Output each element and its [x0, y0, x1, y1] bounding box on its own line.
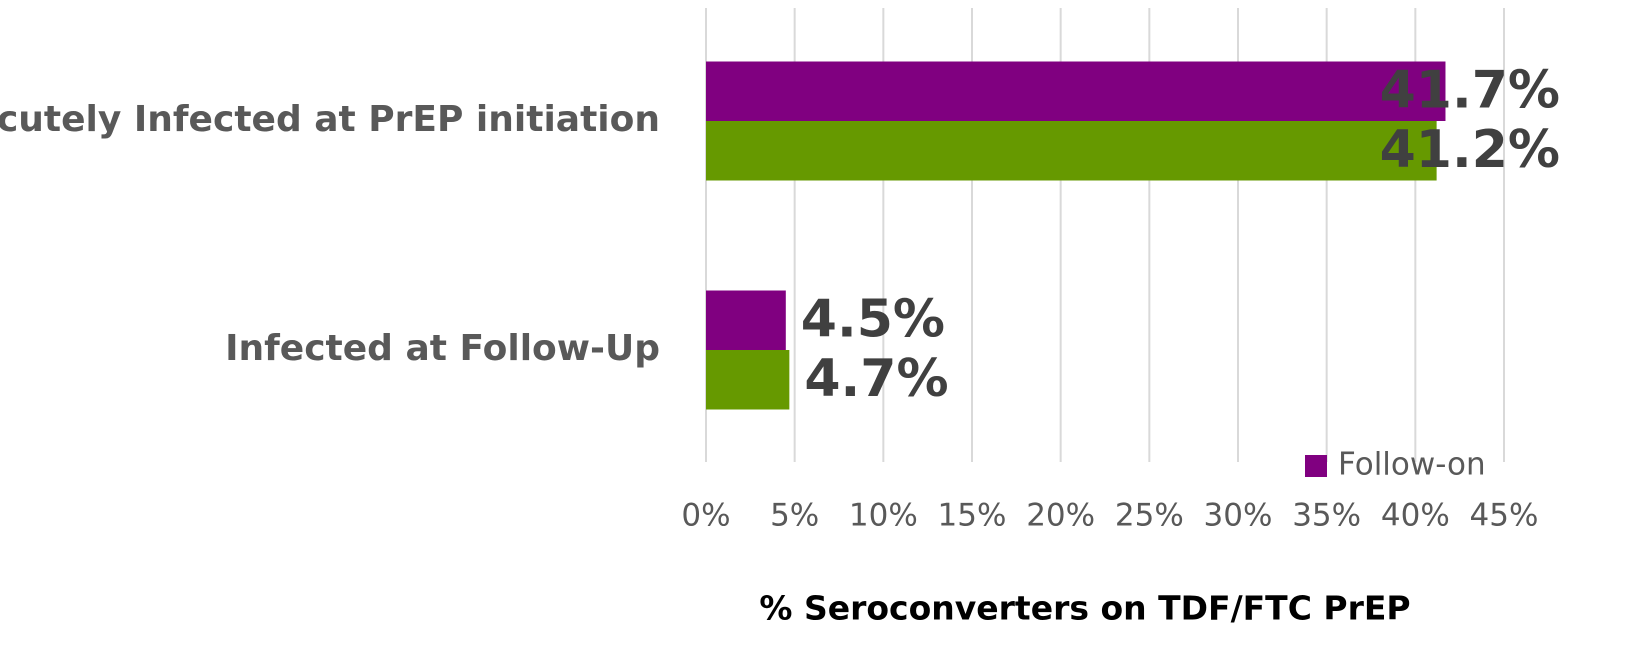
x-tick-label: 35%	[1292, 498, 1361, 534]
x-axis-title: % Seroconverters on TDF/FTC PrEP	[759, 589, 1410, 628]
category-label: Infected at Follow-Up	[225, 328, 660, 369]
value-label: 41.7%	[1380, 60, 1560, 120]
legend-swatch	[1305, 455, 1327, 477]
x-tick-label: 25%	[1115, 498, 1184, 534]
category-label: Acutely Infected at PrEP initiation	[0, 99, 660, 140]
bar	[706, 290, 786, 350]
x-tick-label: 20%	[1026, 498, 1095, 534]
x-tick-label: 40%	[1381, 498, 1450, 534]
x-tick-label: 0%	[681, 498, 730, 534]
x-tick-label: 10%	[849, 498, 918, 534]
x-tick-label: 15%	[938, 498, 1007, 534]
bar	[706, 350, 790, 410]
x-tick-label: 5%	[770, 498, 819, 534]
bar	[706, 61, 1446, 121]
x-tick-label: 45%	[1470, 498, 1539, 534]
value-label: 4.7%	[804, 349, 948, 409]
value-label: 41.2%	[1380, 120, 1560, 180]
x-tick-label: 30%	[1204, 498, 1273, 534]
value-label: 4.5%	[801, 289, 945, 349]
bar	[706, 121, 1437, 181]
legend-label: Follow-on	[1338, 447, 1486, 483]
